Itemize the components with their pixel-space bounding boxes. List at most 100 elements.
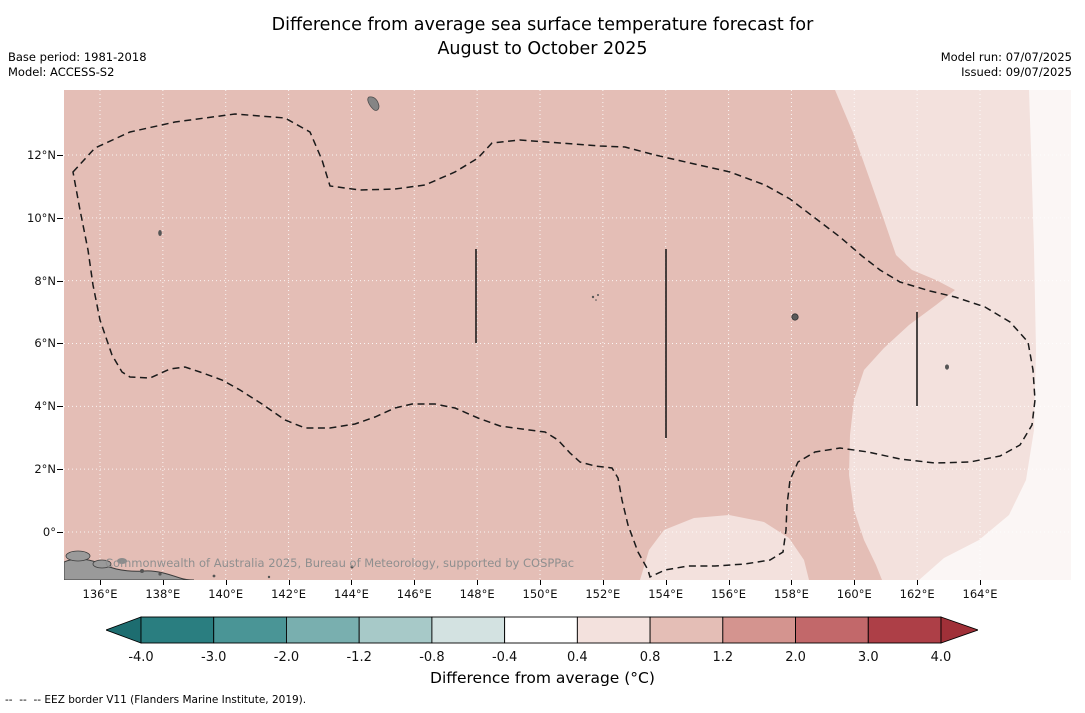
anomaly-band-south-0.4-0.8 <box>640 515 809 580</box>
island-small-6 <box>350 565 354 569</box>
anomaly-band-far-east-neutral <box>919 90 1071 580</box>
x-tick-mark <box>791 580 793 585</box>
islands-chuuk <box>591 294 599 301</box>
x-tick-mark <box>477 580 479 585</box>
x-tick-label: 160°E <box>836 587 872 601</box>
colorbar-segment <box>358 616 433 644</box>
model-run-text: Model run: 07/07/2025 <box>940 50 1072 64</box>
colorbar-tick-label: 1.2 <box>712 650 733 665</box>
colorbar-tick-label: -0.8 <box>419 650 444 665</box>
colorbar-tick-label: -0.4 <box>492 650 517 665</box>
y-tick-mark <box>57 531 63 533</box>
map-area: Commonwealth of Australia 2025, Bureau o… <box>64 90 1071 580</box>
y-tick-mark <box>57 469 63 471</box>
island-small-3 <box>158 572 162 576</box>
x-tick-mark <box>100 580 101 585</box>
colorbar-segment <box>286 616 360 644</box>
eez-internal-boundaries <box>475 249 918 438</box>
islands <box>64 96 949 580</box>
colorbar-tick-label: 2.0 <box>785 650 806 665</box>
y-tick-mark <box>57 406 63 408</box>
x-tick-label: 154°E <box>648 587 684 601</box>
x-tick-mark <box>539 580 541 585</box>
x-tick-label: 144°E <box>333 587 369 601</box>
y-tick-label: 10°N <box>27 210 56 225</box>
x-tick-label: 136°E <box>82 587 118 601</box>
x-tick-label: 150°E <box>522 587 558 601</box>
title-line2: August to October 2025 <box>437 39 648 59</box>
colorbar-tick-label: 4.0 <box>931 650 952 665</box>
x-tick-label: 146°E <box>396 587 432 601</box>
y-tick-label: 12°N <box>27 148 56 162</box>
sst-anomaly-map <box>64 90 1071 580</box>
x-tick-mark <box>288 580 290 585</box>
colorbar-segment <box>140 616 215 644</box>
watermark: Commonwealth of Australia 2025, Bureau o… <box>105 556 575 570</box>
x-tick-mark <box>162 580 164 585</box>
colorbar-tick-label: 3.0 <box>858 650 879 665</box>
island-yap <box>158 230 162 236</box>
y-tick-label: 2°N <box>34 462 56 477</box>
colorbar-segment <box>649 616 724 644</box>
colorbar: -4.0 -3.0 -2.0 -1.2 -0.8 -0.4 0.4 0.8 1.2 2.0 3.0 4… <box>106 616 978 665</box>
island-guam <box>367 96 380 111</box>
gridlines <box>64 90 1071 580</box>
island-palau-group-2 <box>92 559 112 569</box>
colorbar-tick-label: -2.0 <box>274 650 299 665</box>
island-small-1 <box>117 558 127 564</box>
x-tick-mark <box>414 580 416 585</box>
colorbar-segment <box>431 616 506 644</box>
x-tick-mark <box>665 580 667 585</box>
y-tick-label: 0° <box>42 524 56 539</box>
island-kosrae <box>945 364 949 370</box>
x-tick-label: 164°E <box>962 587 998 601</box>
x-tick-mark <box>602 580 604 585</box>
colorbar-tick-label: -4.0 <box>128 650 153 665</box>
x-tick-label: 162°E <box>899 587 935 601</box>
colorbar-segment <box>867 616 942 644</box>
title-line1: Difference from average sea surface temp… <box>271 15 814 35</box>
x-tick-mark <box>979 580 981 585</box>
colorbar-segment <box>504 616 578 644</box>
colorbar-label: Difference from average (°C) <box>430 669 655 687</box>
island-small-5 <box>267 575 271 579</box>
y-tick-label: 4°N <box>34 399 56 414</box>
colorbar-segment <box>722 616 796 644</box>
colorbar-right-arrow <box>940 616 978 644</box>
island-pohnpei <box>791 313 799 321</box>
x-tick-mark <box>225 580 227 585</box>
island-small-2 <box>140 569 144 573</box>
x-tick-label: 140°E <box>208 587 244 601</box>
anomaly-shading-bands <box>64 90 1071 580</box>
colorbar-segment <box>576 616 651 644</box>
colorbar-tick-label: -1.2 <box>346 650 371 665</box>
island-palau-group-1 <box>65 550 91 562</box>
y-axis: 12°N 10°N 8°N 6°N 4°N 2°N 0° <box>0 0 64 713</box>
x-tick-label: 148°E <box>459 587 495 601</box>
x-tick-mark <box>728 580 730 585</box>
y-tick-label: 6°N <box>34 336 56 351</box>
x-tick-mark <box>351 580 353 585</box>
run-metadata-left: Base period: 1981-2018 Model: ACCESS-S2 <box>8 50 147 79</box>
issued-text: Issued: 09/07/2025 <box>961 64 1072 79</box>
colorbar-tick-label: 0.4 <box>567 650 588 665</box>
y-tick-mark <box>57 343 63 345</box>
x-tick-label: 142°E <box>271 587 307 601</box>
x-tick-mark <box>854 580 856 585</box>
y-tick-label: 8°N <box>34 273 56 288</box>
eez-legend: -- -- -- EEZ border V11 (Flanders Marine… <box>5 694 307 706</box>
island-small-4 <box>212 574 216 578</box>
x-tick-label: 156°E <box>711 587 747 601</box>
y-tick-mark <box>57 217 63 219</box>
y-tick-mark <box>57 155 63 156</box>
colorbar-left-arrow <box>106 616 142 644</box>
model-text: Model: ACCESS-S2 <box>8 64 115 79</box>
colorbar-tick-label: 0.8 <box>640 650 661 665</box>
run-metadata-right: Model run: 07/07/2025 Issued: 09/07/2025 <box>941 50 1072 79</box>
colorbar-tick-label: -3.0 <box>201 650 226 665</box>
x-tick-label: 138°E <box>145 587 181 601</box>
y-tick-mark <box>57 280 63 282</box>
colorbar-segment <box>795 616 869 644</box>
x-tick-label: 152°E <box>585 587 621 601</box>
